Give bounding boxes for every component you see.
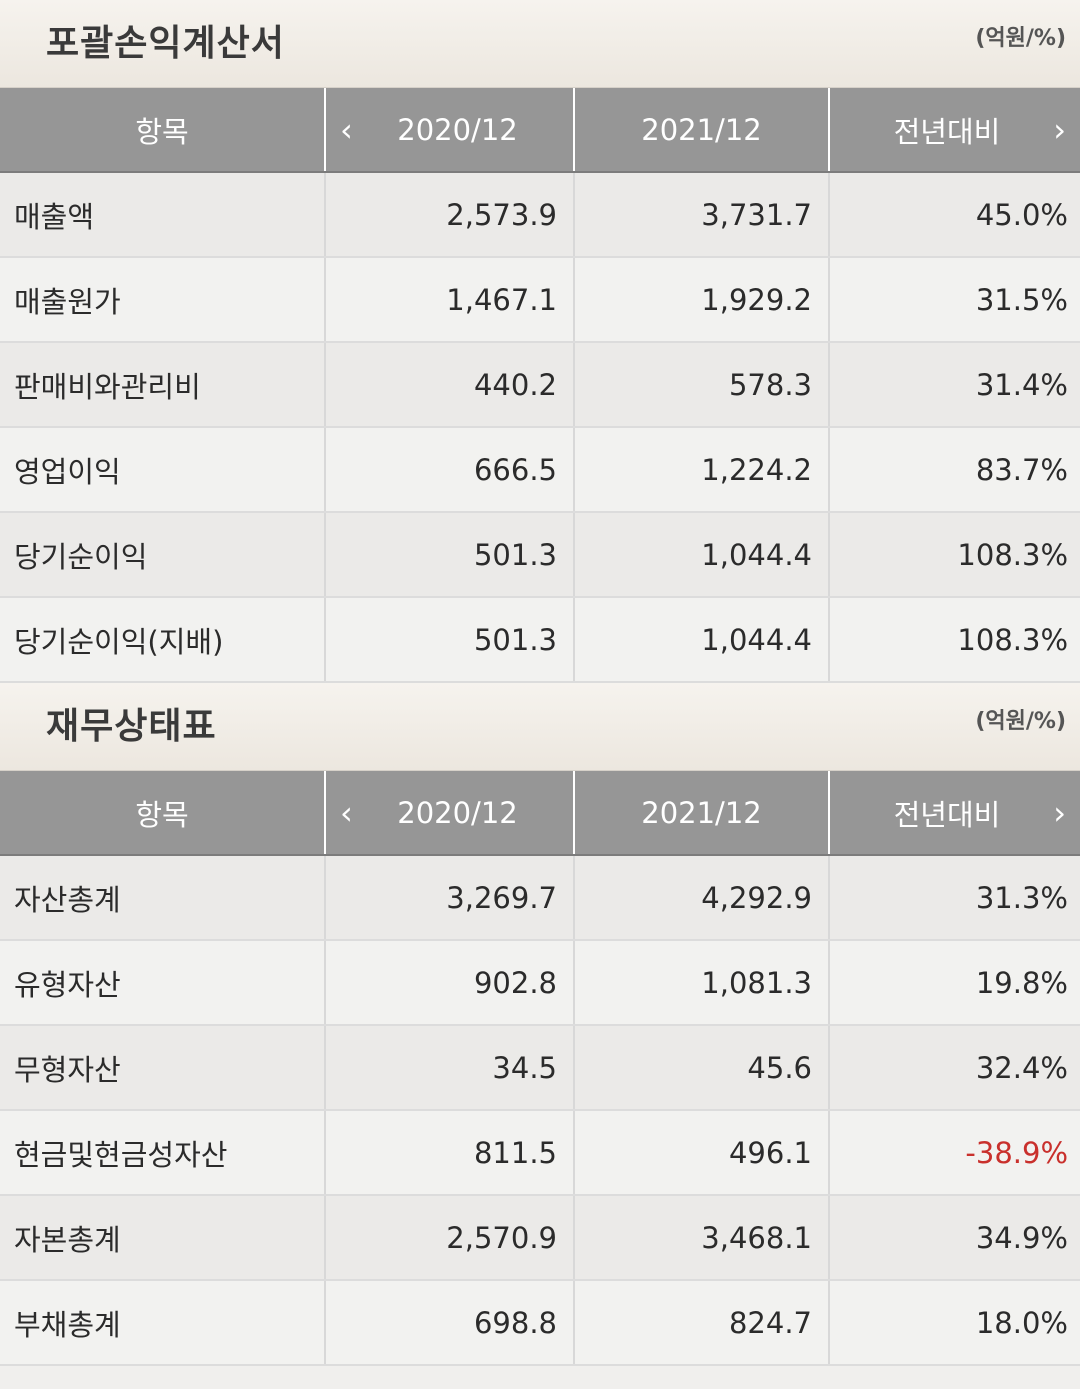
value-2020: 902.8 — [325, 940, 575, 1026]
table-header-row: 항목 ‹ 2020/12 2021/12 전년대비 › — [0, 88, 1080, 173]
value-2021: 578.3 — [574, 342, 830, 428]
value-2021: 1,044.4 — [574, 597, 830, 683]
value-yoy: 18.0% — [829, 1280, 1080, 1366]
balance-sheet-unit: (억원/%) — [975, 709, 1066, 734]
value-yoy: 31.5% — [829, 257, 1080, 343]
table-row: 현금및현금성자산 811.5 496.1 -38.9% — [0, 1110, 1080, 1196]
value-2020: 501.3 — [325, 512, 575, 598]
chevron-left-icon[interactable]: ‹ — [340, 110, 353, 149]
table-row: 자산총계 3,269.7 4,292.9 31.3% — [0, 855, 1080, 941]
row-label: 현금및현금성자산 — [0, 1110, 326, 1196]
value-2021: 1,224.2 — [574, 427, 830, 513]
table-row: 자본총계 2,570.9 3,468.1 34.9% — [0, 1195, 1080, 1281]
balance-sheet-body: 자산총계 3,269.7 4,292.9 31.3% 유형자산 902.8 1,… — [0, 855, 1080, 1366]
value-2021: 3,468.1 — [574, 1195, 830, 1281]
value-yoy: 83.7% — [829, 427, 1080, 513]
value-2020: 666.5 — [325, 427, 575, 513]
column-header-item-label: 항목 — [135, 797, 189, 832]
value-2020: 3,269.7 — [325, 855, 575, 941]
value-2020: 34.5 — [325, 1025, 575, 1111]
value-2021: 824.7 — [574, 1280, 830, 1366]
value-2020: 811.5 — [325, 1110, 575, 1196]
chevron-right-icon[interactable]: › — [1053, 110, 1066, 149]
value-yoy: 31.3% — [829, 855, 1080, 941]
column-header-period2: 2021/12 — [574, 88, 830, 173]
value-2020: 440.2 — [325, 342, 575, 428]
column-header-period1-label: 2020/12 — [397, 795, 518, 830]
table-row: 부채총계 698.8 824.7 18.0% — [0, 1280, 1080, 1366]
column-header-period2-label: 2021/12 — [641, 795, 762, 830]
column-header-period2: 2021/12 — [574, 771, 830, 856]
income-statement-body: 매출액 2,573.9 3,731.7 45.0% 매출원가 1,467.1 1… — [0, 172, 1080, 683]
column-header-yoy-label: 전년대비 — [893, 114, 1001, 149]
table-row: 매출원가 1,467.1 1,929.2 31.5% — [0, 257, 1080, 343]
column-header-period1: ‹ 2020/12 — [325, 88, 575, 173]
column-header-item: 항목 — [0, 771, 326, 856]
column-header-item: 항목 — [0, 88, 326, 173]
column-header-item-label: 항목 — [135, 114, 189, 149]
table-row: 판매비와관리비 440.2 578.3 31.4% — [0, 342, 1080, 428]
value-yoy: -38.9% — [829, 1110, 1080, 1196]
balance-sheet-table: 항목 ‹ 2020/12 2021/12 전년대비 › 자산총계 3,269.7… — [0, 771, 1080, 1366]
value-yoy: 19.8% — [829, 940, 1080, 1026]
value-yoy: 34.9% — [829, 1195, 1080, 1281]
value-2020: 501.3 — [325, 597, 575, 683]
income-statement-unit: (억원/%) — [975, 26, 1066, 51]
value-2021: 3,731.7 — [574, 172, 830, 258]
value-2021: 45.6 — [574, 1025, 830, 1111]
column-header-yoy-label: 전년대비 — [893, 797, 1001, 832]
column-header-yoy: 전년대비 › — [829, 771, 1080, 856]
value-2020: 698.8 — [325, 1280, 575, 1366]
table-row: 매출액 2,573.9 3,731.7 45.0% — [0, 172, 1080, 258]
value-2021: 1,044.4 — [574, 512, 830, 598]
row-label: 매출액 — [0, 172, 326, 258]
row-label: 판매비와관리비 — [0, 342, 326, 428]
value-yoy: 32.4% — [829, 1025, 1080, 1111]
row-label: 유형자산 — [0, 940, 326, 1026]
row-label: 매출원가 — [0, 257, 326, 343]
value-2021: 1,081.3 — [574, 940, 830, 1026]
row-label: 영업이익 — [0, 427, 326, 513]
row-label: 당기순이익 — [0, 512, 326, 598]
value-2021: 496.1 — [574, 1110, 830, 1196]
row-label: 자산총계 — [0, 855, 326, 941]
value-2021: 1,929.2 — [574, 257, 830, 343]
value-2021: 4,292.9 — [574, 855, 830, 941]
table-row: 유형자산 902.8 1,081.3 19.8% — [0, 940, 1080, 1026]
table-row: 영업이익 666.5 1,224.2 83.7% — [0, 427, 1080, 513]
income-statement-title-bar: 포괄손익계산서 (억원/%) — [0, 0, 1080, 88]
row-label: 자본총계 — [0, 1195, 326, 1281]
value-yoy: 31.4% — [829, 342, 1080, 428]
value-2020: 2,573.9 — [325, 172, 575, 258]
column-header-period1-label: 2020/12 — [397, 112, 518, 147]
value-yoy: 45.0% — [829, 172, 1080, 258]
value-yoy: 108.3% — [829, 512, 1080, 598]
value-2020: 2,570.9 — [325, 1195, 575, 1281]
column-header-period1: ‹ 2020/12 — [325, 771, 575, 856]
value-2020: 1,467.1 — [325, 257, 575, 343]
table-header-row: 항목 ‹ 2020/12 2021/12 전년대비 › — [0, 771, 1080, 856]
value-yoy: 108.3% — [829, 597, 1080, 683]
chevron-right-icon[interactable]: › — [1053, 793, 1066, 832]
income-statement-title: 포괄손익계산서 — [46, 23, 285, 64]
balance-sheet-title: 재무상태표 — [46, 706, 217, 747]
column-header-yoy: 전년대비 › — [829, 88, 1080, 173]
row-label: 무형자산 — [0, 1025, 326, 1111]
row-label: 당기순이익(지배) — [0, 597, 326, 683]
column-header-period2-label: 2021/12 — [641, 112, 762, 147]
table-row: 무형자산 34.5 45.6 32.4% — [0, 1025, 1080, 1111]
table-row: 당기순이익 501.3 1,044.4 108.3% — [0, 512, 1080, 598]
chevron-left-icon[interactable]: ‹ — [340, 793, 353, 832]
balance-sheet-title-bar: 재무상태표 (억원/%) — [0, 683, 1080, 771]
income-statement-table: 항목 ‹ 2020/12 2021/12 전년대비 › 매출액 2,573.9 … — [0, 88, 1080, 683]
row-label: 부채총계 — [0, 1280, 326, 1366]
table-row: 당기순이익(지배) 501.3 1,044.4 108.3% — [0, 597, 1080, 683]
